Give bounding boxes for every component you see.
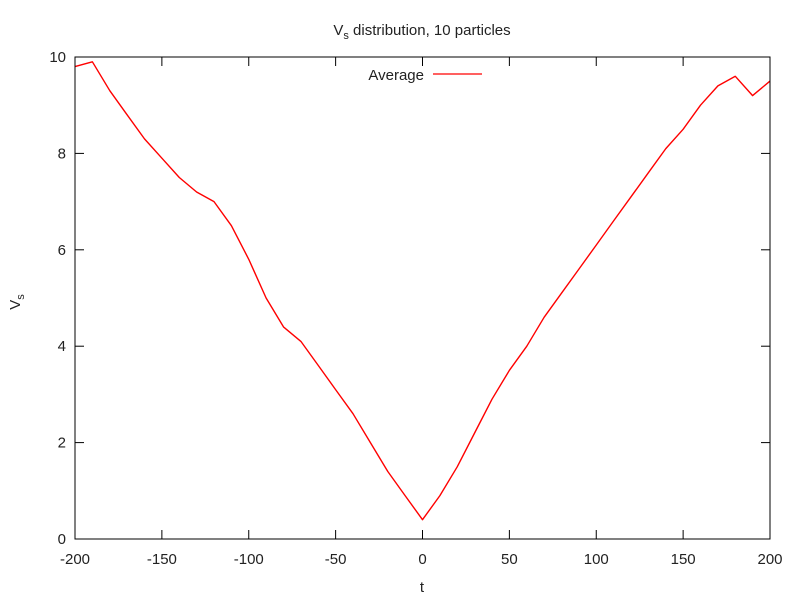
legend: Average: [368, 67, 482, 84]
x-axis-label: t: [420, 579, 425, 596]
series-layer: [74, 61, 771, 521]
legend-label-average: Average: [368, 67, 424, 84]
x-tick-label: -200: [60, 551, 90, 568]
axis-ticks: [74, 56, 771, 540]
x-tick-label: 100: [584, 551, 609, 568]
y-tick-label: 8: [58, 145, 66, 162]
x-tick-labels: -200 -150 -100 -50 0 50 100 150 200: [60, 551, 783, 568]
y-tick-label: 0: [58, 531, 66, 548]
y-tick-label: 10: [49, 49, 66, 66]
plot-frame: [74, 56, 771, 540]
x-tick-label: 0: [418, 551, 426, 568]
y-tick-labels: 0 2 4 6 8 10: [49, 49, 66, 548]
y-axis-label: Vs: [7, 294, 27, 310]
x-tick-label: 50: [501, 551, 518, 568]
series-line-average: [74, 61, 771, 521]
x-tick-label: -100: [234, 551, 264, 568]
y-tick-label: 6: [58, 242, 66, 259]
x-tick-label: 200: [757, 551, 782, 568]
x-tick-label: 150: [671, 551, 696, 568]
y-axis-label-subscript: s: [15, 294, 27, 300]
chart-title: Vs distribution, 10 particles: [333, 22, 510, 42]
x-tick-label: -150: [147, 551, 177, 568]
y-tick-label: 4: [58, 338, 66, 355]
y-tick-label: 2: [58, 435, 66, 452]
chart-title-subscript: s: [343, 30, 349, 42]
x-tick-label: -50: [325, 551, 347, 568]
chart-title-rest: distribution, 10 particles: [349, 22, 511, 39]
